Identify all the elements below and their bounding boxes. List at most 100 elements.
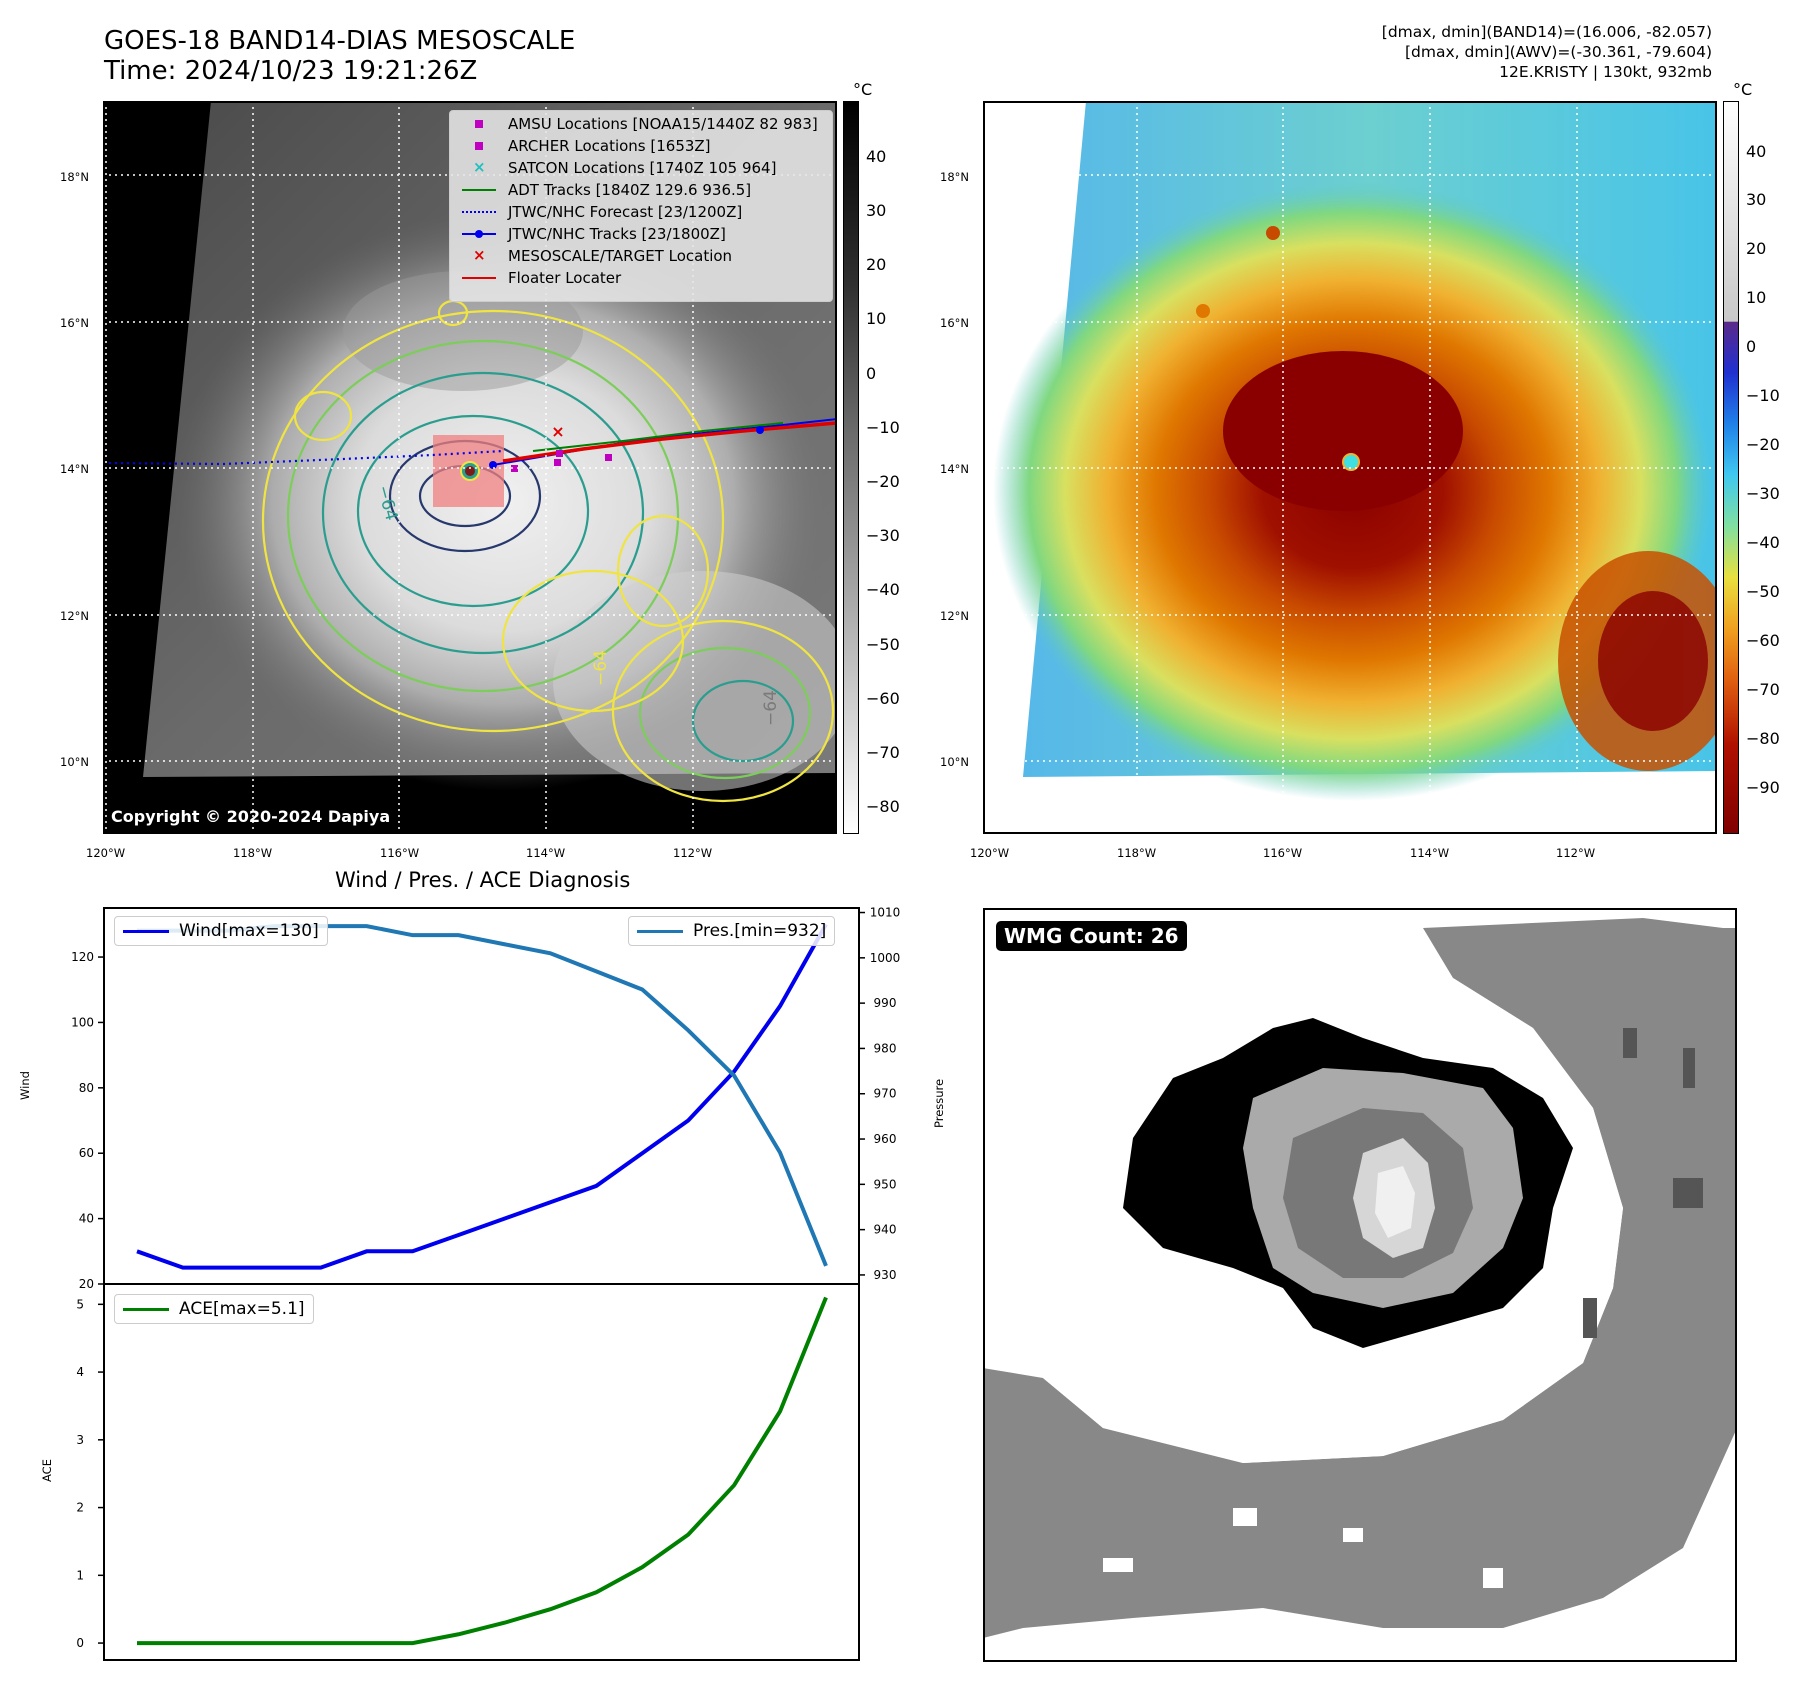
map-legend: AMSU Locations [NOAA15/1440Z 82 983] ARC… [449, 110, 833, 302]
lon-label: 114°W [526, 846, 566, 860]
colorbar-tick: −80 [1746, 729, 1780, 748]
colorbar-unit: °C [853, 80, 873, 99]
wind-tick-label: 80 [79, 1081, 94, 1095]
ace-legend: ACE[max=5.1] [114, 1294, 314, 1324]
lon-label: 114°W [1410, 846, 1450, 860]
colorbar-tick: −10 [866, 418, 900, 437]
colorbar-tick: −30 [866, 526, 900, 545]
pressure-tick-label: 970 [874, 1087, 897, 1101]
colorbar-tick: −90 [1746, 778, 1780, 797]
pressure-tick-label: 1000 [870, 951, 901, 965]
pressure-legend: Pres.[min=932] [628, 916, 836, 946]
pressure-tick-label: 960 [874, 1132, 897, 1146]
legend-item-satcon: × SATCON Locations [1740Z 105 964] [462, 157, 776, 179]
colorbar-tick: −20 [1746, 435, 1780, 454]
legend-item-amsu: AMSU Locations [NOAA15/1440Z 82 983] [462, 113, 818, 135]
chart-time: Time: 2024/10/23 19:21:26Z [104, 56, 478, 86]
diagnosis-chart: 1201008060402010101000990980970960950940… [71, 906, 901, 1661]
x-marker-icon: × [473, 246, 486, 264]
colorbar-tick: −20 [866, 472, 900, 491]
colorbar-tick: 40 [1746, 142, 1767, 161]
copyright: Copyright © 2020-2024 Dapiya [111, 807, 391, 826]
lon-label: 116°W [380, 846, 420, 860]
legend-item-archer: ARCHER Locations [1653Z] [462, 135, 711, 157]
wmg-count-badge: WMG Count: 26 [996, 921, 1187, 951]
colorbar-tick: −70 [866, 743, 900, 762]
legend-item-tracks: JTWC/NHC Tracks [23/1800Z] [462, 223, 726, 245]
colorbar-tick: −50 [866, 635, 900, 654]
svg-text:×: × [551, 422, 564, 441]
colorbar-tick: −80 [866, 797, 900, 816]
lon-label: 120°W [970, 846, 1010, 860]
wind-tick-label: 100 [71, 1015, 94, 1029]
colorbar-tick: −60 [1746, 631, 1780, 650]
contour-label: −64 [760, 690, 781, 726]
wind-legend: Wind[max=130] [114, 916, 328, 946]
pressure-series-line [137, 924, 828, 1267]
colorbar-tick: 10 [866, 309, 887, 328]
pressure-tick-label: 930 [874, 1268, 897, 1282]
colorbar-tick: 0 [1746, 337, 1757, 356]
colorbar-tick: −60 [866, 689, 900, 708]
wind-tick-label: 60 [79, 1146, 94, 1160]
pressure-tick-label: 1010 [870, 906, 901, 920]
colorbar-tick: −50 [1746, 582, 1780, 601]
line-dot-icon [462, 223, 496, 245]
ace-tick-label: 4 [76, 1365, 84, 1379]
ir-map-panel: × −64 −64 −64 AMSU Locations [NOAA15/144… [103, 101, 837, 834]
colorbar-tick: 30 [1746, 190, 1767, 209]
colorbar-unit: °C [1733, 80, 1753, 99]
square-marker-icon [462, 113, 496, 135]
lat-label: 16°N [60, 316, 89, 330]
colorbar-tick: 0 [866, 364, 877, 383]
pressure-axis-title: Pressure [932, 1078, 946, 1128]
color-colorbar [1723, 101, 1739, 834]
steel-blue-line-icon [637, 929, 683, 933]
colorbar-tick: 10 [1746, 288, 1767, 307]
chart-title: GOES-18 BAND14-DIAS MESOSCALE [104, 26, 576, 56]
ace-tick-label: 3 [76, 1433, 84, 1447]
square-marker-icon [462, 135, 496, 157]
grayscale-colorbar [843, 101, 859, 834]
lat-label: 14°N [60, 462, 89, 476]
awv-range: [dmax, dmin](AWV)=(-30.361, -79.604) [1405, 43, 1712, 61]
lat-label: 12°N [940, 609, 969, 623]
lon-label: 120°W [86, 846, 126, 860]
colorbar-tick: −70 [1746, 680, 1780, 699]
colorbar-tick: −30 [1746, 484, 1780, 503]
red-line-icon [462, 267, 496, 289]
awv-map-image [985, 103, 1715, 832]
lon-label: 112°W [673, 846, 713, 860]
lat-label: 10°N [940, 755, 969, 769]
ace-axis-title: ACE [40, 1459, 54, 1482]
ace-tick-label: 0 [76, 1636, 84, 1650]
wind-tick-label: 40 [79, 1212, 94, 1226]
green-line-icon [123, 1307, 169, 1311]
ace-series-line [137, 1296, 828, 1646]
lat-label: 12°N [60, 609, 89, 623]
blue-line-icon [123, 929, 169, 933]
colorbar-tick: 40 [866, 147, 887, 166]
ace-tick-label: 5 [76, 1297, 84, 1311]
legend-item-adt: ADT Tracks [1840Z 129.6 936.5] [462, 179, 751, 201]
green-line-icon [462, 179, 496, 201]
wind-series-line [136, 923, 828, 1270]
lat-label: 18°N [940, 170, 969, 184]
colorbar-tick: 20 [1746, 239, 1767, 258]
ace-tick-label: 2 [76, 1501, 84, 1515]
wind-tick-label: 120 [71, 950, 94, 964]
legend-item-floater: Floater Locater [462, 267, 621, 289]
awv-map-panel [983, 101, 1717, 834]
ace-tick-label: 1 [76, 1568, 84, 1582]
lon-label: 116°W [1263, 846, 1303, 860]
contour-label: −64 [590, 650, 611, 686]
band14-range: [dmax, dmin](BAND14)=(16.006, -82.057) [1381, 23, 1712, 41]
lat-label: 16°N [940, 316, 969, 330]
lon-label: 118°W [233, 846, 273, 860]
storm-info: 12E.KRISTY | 130kt, 932mb [1499, 63, 1712, 81]
x-marker-icon: × [473, 158, 486, 176]
colorbar-tick: 20 [866, 255, 887, 274]
colorbar-tick: 30 [866, 201, 887, 220]
pressure-tick-label: 990 [874, 996, 897, 1010]
wind-axis-title: Wind [18, 1071, 32, 1100]
